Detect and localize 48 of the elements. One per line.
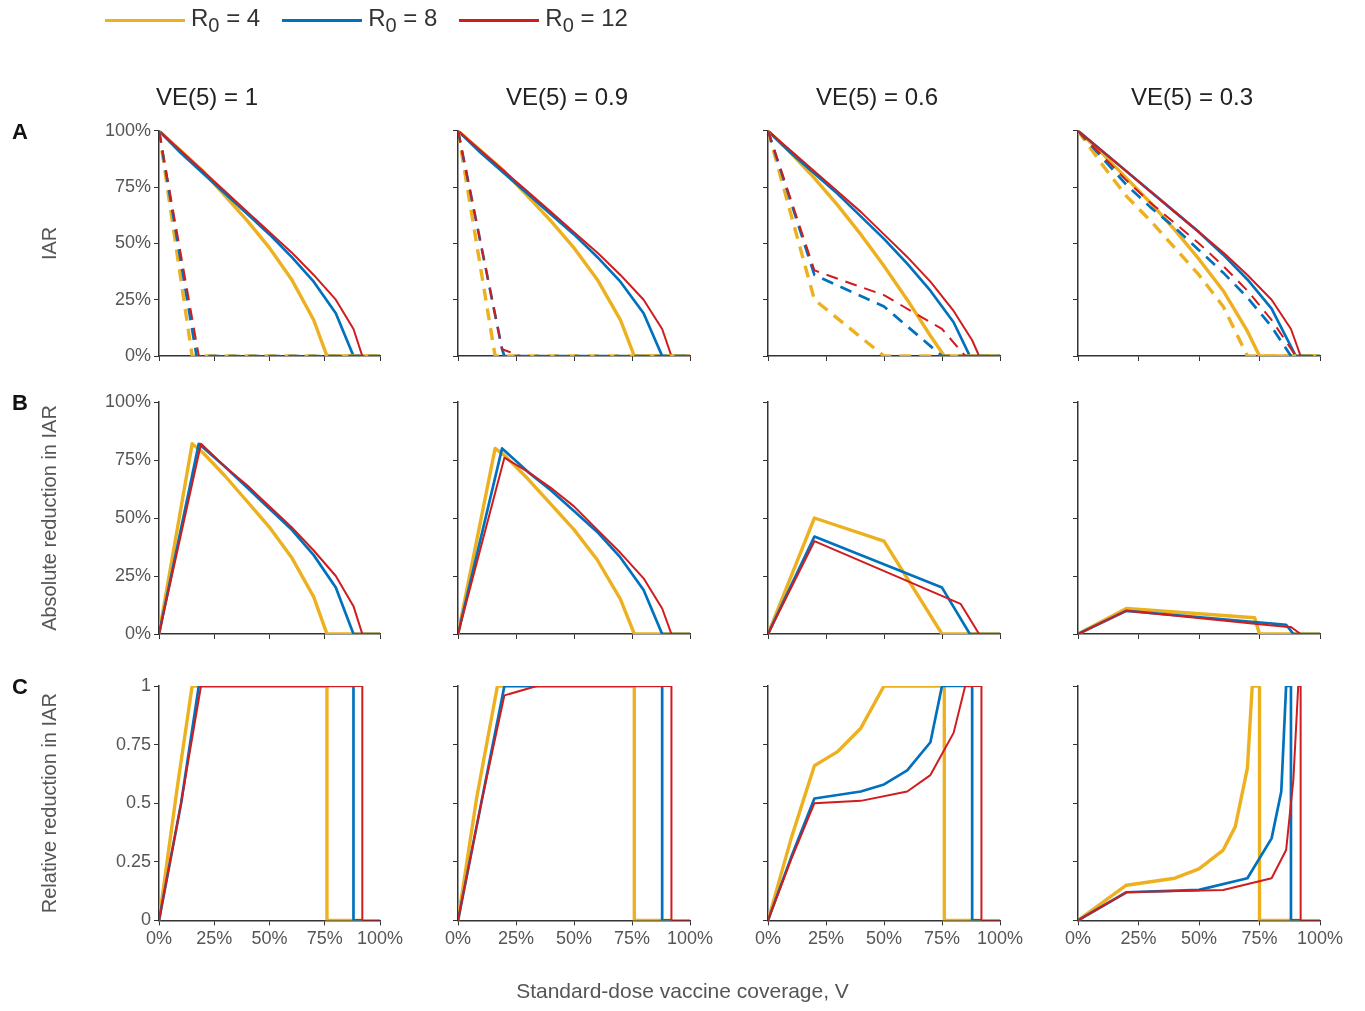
y-tick-label: 0% xyxy=(124,344,151,365)
y-tick-label: 50% xyxy=(114,232,151,253)
x-tick-label: 100% xyxy=(976,928,1024,949)
legend-label: R$_{0}$ = 12 xyxy=(545,4,628,37)
y-tick-label: 1 xyxy=(140,674,151,695)
y-tick-label: 0.5 xyxy=(125,792,151,813)
y-tick-label: 0 xyxy=(140,909,151,930)
chart-title: VE(5) = 0.6 xyxy=(815,83,939,111)
text: C xyxy=(12,674,28,700)
x-tick-label: 75% xyxy=(923,928,961,949)
y-tick-label: 100% xyxy=(104,119,151,140)
x-tick-label: 100% xyxy=(1296,928,1344,949)
x-tick-label: 50% xyxy=(1180,928,1218,949)
x-tick-label: 75% xyxy=(306,928,343,949)
legend-label: R$_{0}$ = 4 xyxy=(191,4,261,37)
x-tick-label: 0% xyxy=(1064,928,1092,949)
x-axis-title: Standard-dose vaccine coverage, V xyxy=(515,979,850,1003)
x-tick-label: 50% xyxy=(865,928,903,949)
text: A xyxy=(12,118,28,145)
x-tick-label: 0% xyxy=(754,928,782,949)
text: B xyxy=(12,390,28,416)
x-tick-label: 25% xyxy=(196,928,233,949)
x-tick-label: 75% xyxy=(1241,928,1278,949)
y-tick-label: 100% xyxy=(104,390,151,411)
y-tick-label: 75% xyxy=(114,448,151,469)
chart-title: VE(5) = 0.9 xyxy=(505,83,629,111)
x-tick-label: 100% xyxy=(356,928,404,949)
y-axis-title: Relative reduction in IAR xyxy=(37,693,60,914)
x-tick-label: 25% xyxy=(1120,928,1157,949)
x-tick-label: 100% xyxy=(666,928,714,949)
y-tick-label: 25% xyxy=(114,564,151,585)
x-tick-label: 0% xyxy=(444,928,472,949)
y-tick-label: 0% xyxy=(124,622,151,643)
legend-label: R$_{0}$ = 8 xyxy=(368,4,438,37)
chart-title: VE(5) = 1 xyxy=(155,83,259,111)
chart-title: VE(5) = 0.3 xyxy=(1130,83,1254,111)
y-tick-label: 25% xyxy=(114,288,151,309)
y-axis-title: Absolute reduction in IAR xyxy=(37,405,60,631)
x-tick-label: 25% xyxy=(497,928,535,949)
x-tick-label: 25% xyxy=(807,928,845,949)
y-tick-label: 0.75 xyxy=(115,733,151,754)
y-tick-label: 0.25 xyxy=(115,850,151,871)
y-tick-label: 75% xyxy=(114,176,151,197)
x-tick-label: 75% xyxy=(613,928,651,949)
x-tick-label: 50% xyxy=(251,928,288,949)
x-tick-label: 50% xyxy=(555,928,593,949)
y-axis-title: IAR xyxy=(37,226,60,261)
y-tick-label: 50% xyxy=(114,506,151,527)
